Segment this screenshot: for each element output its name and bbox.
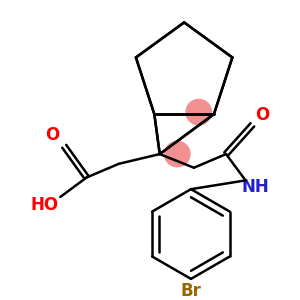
Text: HO: HO <box>31 196 59 214</box>
Text: O: O <box>255 106 269 124</box>
Text: NH: NH <box>242 178 269 196</box>
Circle shape <box>165 141 190 167</box>
Text: Br: Br <box>181 282 201 300</box>
Circle shape <box>186 100 212 125</box>
Text: O: O <box>45 126 60 144</box>
